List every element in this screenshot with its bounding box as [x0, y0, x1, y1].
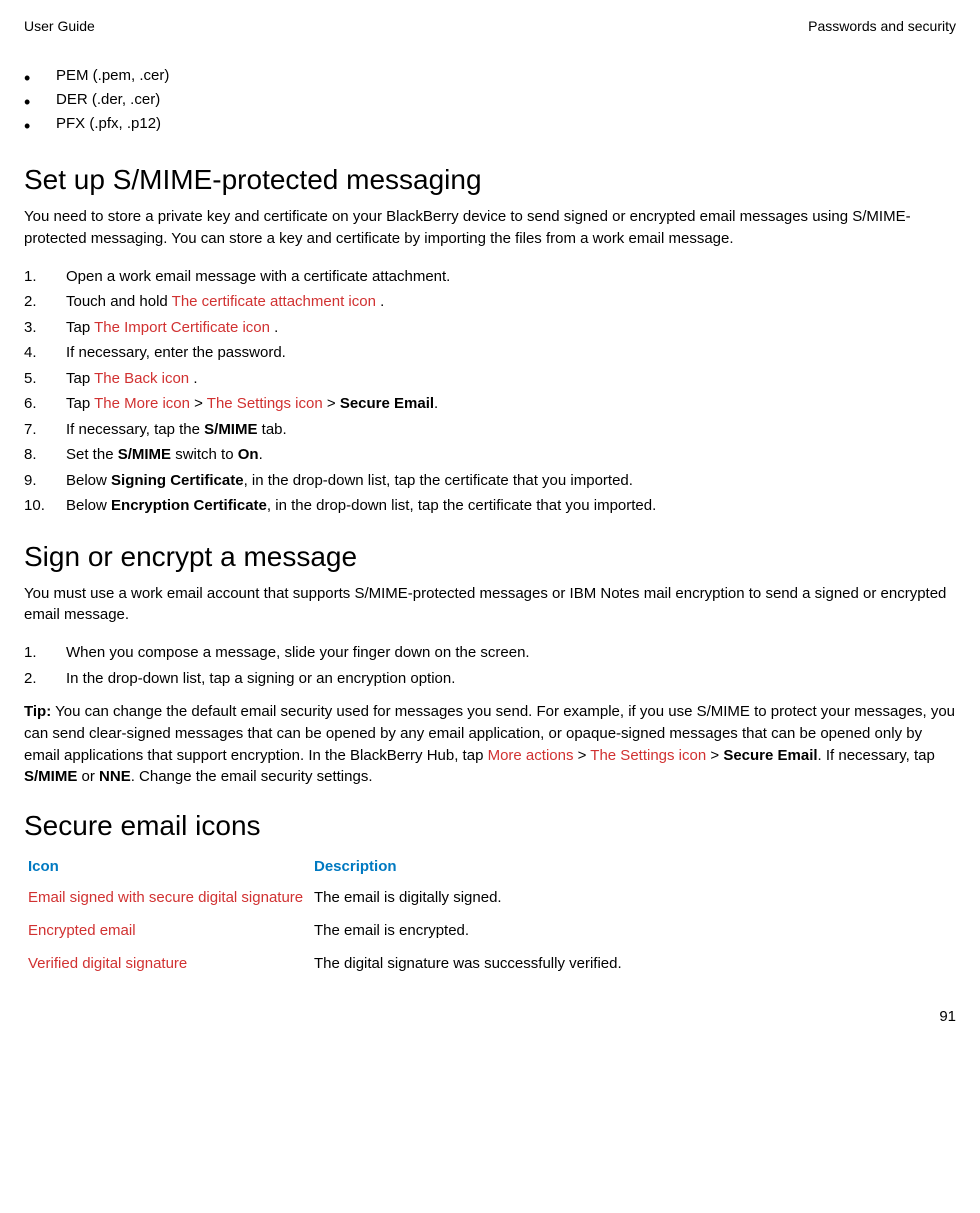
page-number: 91	[24, 1008, 956, 1025]
list-item: Tap The Back icon .	[24, 366, 956, 392]
icon-description: The email is digitally signed.	[310, 881, 956, 914]
certificate-attachment-icon: The certificate attachment icon	[172, 293, 380, 310]
smime-steps: Open a work email message with a certifi…	[24, 264, 956, 519]
signed-email-icon: Email signed with secure digital signatu…	[24, 881, 310, 914]
list-item: When you compose a message, slide your f…	[24, 640, 956, 666]
table-row: Email signed with secure digital signatu…	[24, 881, 956, 914]
tip-paragraph: Tip: You can change the default email se…	[24, 701, 956, 788]
table-row: Verified digital signature The digital s…	[24, 947, 956, 980]
list-item: DER (.der, .cer)	[24, 88, 956, 112]
list-item: PFX (.pfx, .p12)	[24, 112, 956, 136]
encrypted-email-icon: Encrypted email	[24, 914, 310, 947]
icon-description: The digital signature was successfully v…	[310, 947, 956, 980]
list-item: Below Signing Certificate, in the drop-d…	[24, 468, 956, 494]
section-heading: Sign or encrypt a message	[24, 541, 956, 573]
header-right: Passwords and security	[808, 18, 956, 34]
settings-icon: The Settings icon	[590, 747, 710, 764]
format-list: PEM (.pem, .cer) DER (.der, .cer) PFX (.…	[24, 64, 956, 136]
list-item: Tap The Import Certificate icon .	[24, 315, 956, 341]
list-item: PEM (.pem, .cer)	[24, 64, 956, 88]
page-header: User Guide Passwords and security	[24, 18, 956, 34]
section-intro: You must use a work email account that s…	[24, 583, 956, 627]
section-heading: Secure email icons	[24, 810, 956, 842]
list-item: In the drop-down list, tap a signing or …	[24, 666, 956, 692]
table-header: Description	[310, 852, 956, 881]
import-certificate-icon: The Import Certificate icon	[94, 319, 274, 336]
tip-label: Tip:	[24, 703, 51, 720]
list-item: Open a work email message with a certifi…	[24, 264, 956, 290]
back-icon: The Back icon	[94, 370, 193, 387]
icons-table: Icon Description Email signed with secur…	[24, 852, 956, 980]
section-heading: Set up S/MIME-protected messaging	[24, 164, 956, 196]
list-item: If necessary, enter the password.	[24, 340, 956, 366]
table-header: Icon	[24, 852, 310, 881]
icon-description: The email is encrypted.	[310, 914, 956, 947]
more-actions-icon: More actions	[488, 747, 578, 764]
list-item: Touch and hold The certificate attachmen…	[24, 289, 956, 315]
settings-icon: The Settings icon	[207, 395, 327, 412]
list-item: Set the S/MIME switch to On.	[24, 442, 956, 468]
list-item: Tap The More icon > The Settings icon > …	[24, 391, 956, 417]
table-row: Encrypted email The email is encrypted.	[24, 914, 956, 947]
list-item: Below Encryption Certificate, in the dro…	[24, 493, 956, 519]
list-item: If necessary, tap the S/MIME tab.	[24, 417, 956, 443]
header-left: User Guide	[24, 18, 95, 34]
document-page: User Guide Passwords and security PEM (.…	[0, 0, 980, 1043]
sign-steps: When you compose a message, slide your f…	[24, 640, 956, 691]
more-icon: The More icon	[94, 395, 194, 412]
table-header-row: Icon Description	[24, 852, 956, 881]
verified-signature-icon: Verified digital signature	[24, 947, 310, 980]
section-intro: You need to store a private key and cert…	[24, 206, 956, 250]
